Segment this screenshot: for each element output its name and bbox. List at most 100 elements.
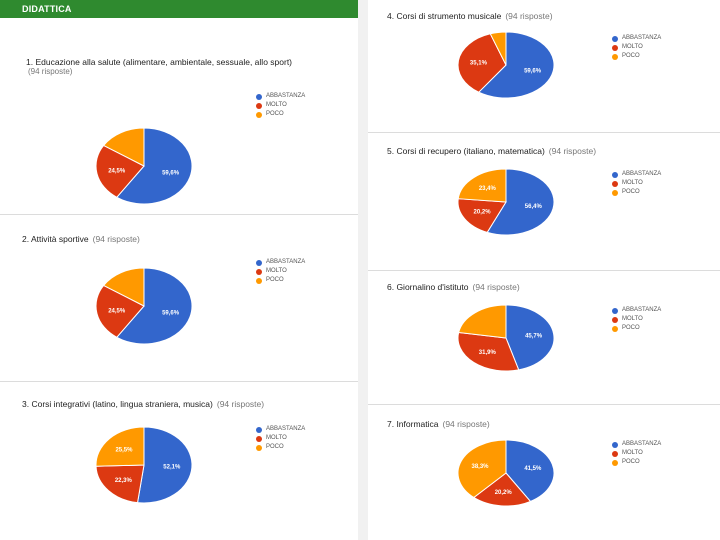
slice-label: 24,5% <box>108 168 126 174</box>
legend-label: MOLTO <box>622 180 643 186</box>
slice-label: 59,6% <box>162 171 180 177</box>
response-count: (94 risposte) <box>472 282 520 292</box>
pie-chart: 52,1% 22,3% 25,5% <box>95 426 193 504</box>
question-text: 5. Corsi di recupero (italiano, matemati… <box>387 146 545 156</box>
slice-label: 45,7% <box>525 333 543 339</box>
legend: ABBASTANZA MOLTO POCO <box>612 34 661 61</box>
slice-label: 24,5% <box>108 308 126 314</box>
legend: ABBASTANZA MOLTO POCO <box>612 306 661 333</box>
slice-label: 31,9% <box>479 350 497 356</box>
pie-slice-poco <box>95 426 145 467</box>
response-count: (94 risposte) <box>28 67 73 76</box>
legend: ABBASTANZA MOLTO POCO <box>256 92 305 119</box>
chart-panel-2: 2. Attività sportive (94 risposte) 59,6% 2… <box>0 214 358 382</box>
legend-label: ABBASTANZA <box>266 259 306 265</box>
pie-slice-molto <box>457 331 520 372</box>
legend-label: POCO <box>266 444 284 450</box>
legend-label: ABBASTANZA <box>622 171 662 177</box>
legend-label: POCO <box>622 53 640 59</box>
slice-label: 59,6% <box>524 69 542 75</box>
legend-swatch <box>612 450 618 457</box>
panel-title: 6. Giornalino d'istituto (94 risposte) <box>387 282 520 292</box>
pie-slice-abbastanza <box>486 168 555 236</box>
legend-item: MOLTO <box>256 267 305 276</box>
legend-item: POCO <box>256 276 305 285</box>
legend-label: ABBASTANZA <box>266 426 306 432</box>
legend-swatch <box>612 325 618 332</box>
pie-slice-abbastanza <box>505 439 555 503</box>
legend-item: POCO <box>612 188 661 197</box>
legend-label: POCO <box>266 111 284 117</box>
legend-item: ABBASTANZA <box>612 306 661 315</box>
legend-swatch <box>612 189 618 196</box>
legend-swatch <box>612 180 618 187</box>
right-column: 4. Corsi di strumento musicale (94 rispos… <box>368 0 720 540</box>
legend-item: POCO <box>612 52 661 61</box>
panel-title: 5. Corsi di recupero (italiano, matemati… <box>387 146 596 156</box>
panel-title: 3. Corsi integrativi (latino, lingua str… <box>22 399 264 409</box>
question-text: 6. Giornalino d'istituto <box>387 282 469 292</box>
legend-item: ABBASTANZA <box>256 425 305 434</box>
slice-label: 52,1% <box>163 464 181 470</box>
legend-label: POCO <box>622 189 640 195</box>
legend-item: POCO <box>256 443 305 452</box>
response-count: (94 risposte) <box>442 419 490 429</box>
legend-item: ABBASTANZA <box>256 92 305 101</box>
slice-label: 41,5% <box>524 466 542 472</box>
legend-swatch <box>256 111 262 118</box>
legend-swatch <box>612 441 618 448</box>
panel-title: 2. Attività sportive (94 risposte) <box>22 234 140 244</box>
legend-item: MOLTO <box>612 43 661 52</box>
chart-panel-4: 4. Corsi di strumento musicale (94 rispos… <box>368 0 720 133</box>
slice-label: 59,6% <box>162 311 180 317</box>
slice-label: 35,1% <box>470 60 488 66</box>
legend-swatch <box>256 93 262 100</box>
legend-item: MOLTO <box>612 449 661 458</box>
slice-label: 20,2% <box>474 210 492 216</box>
question-text: 4. Corsi di strumento musicale <box>387 11 502 21</box>
slice-label: 38,3% <box>472 464 490 470</box>
pie-slice-abbastanza <box>477 31 555 99</box>
legend-swatch <box>612 44 618 51</box>
question-text: 7. Informatica <box>387 419 439 429</box>
pie-slice-molto <box>457 198 507 233</box>
legend-label: MOLTO <box>622 44 643 50</box>
slice-label: 23,4% <box>479 186 497 192</box>
legend-swatch <box>612 316 618 323</box>
pie-slice-poco <box>457 439 507 499</box>
chart-panel-3: 3. Corsi integrativi (latino, lingua str… <box>0 381 358 540</box>
slice-label: 56,4% <box>525 204 543 210</box>
pie-chart: 59,6% 24,5% <box>95 267 193 345</box>
pie-chart: 56,4% 20,2% 23,4% <box>457 168 555 236</box>
panel-title: 1. Educazione alla salute (alimentare, a… <box>26 57 292 67</box>
legend-item: ABBASTANZA <box>612 440 661 449</box>
legend-label: POCO <box>266 277 284 283</box>
pie-slice-poco <box>489 31 507 66</box>
left-column: DIDATTICA 1. Educazione alla salute (ali… <box>0 0 362 540</box>
legend-label: MOLTO <box>622 316 643 322</box>
legend-label: ABBASTANZA <box>622 307 662 313</box>
response-count: (94 risposte) <box>92 234 140 244</box>
panel-title: 4. Corsi di strumento musicale (94 rispos… <box>387 11 553 21</box>
chart-panel-7: 7. Informatica (94 risposte) 41,5% 20,2% 38… <box>368 404 720 540</box>
slice-label: 22,3% <box>115 478 133 484</box>
legend-item: POCO <box>612 458 661 467</box>
response-count: (94 risposte) <box>505 11 553 21</box>
pie-chart: 59,6% 35,1% <box>457 31 555 99</box>
legend-label: ABBASTANZA <box>622 441 662 447</box>
legend-label: ABBASTANZA <box>622 35 662 41</box>
question-text: 2. Attività sportive <box>22 234 89 244</box>
pie-slice-poco <box>457 168 507 203</box>
legend-swatch <box>256 444 262 451</box>
question-text: 3. Corsi integrativi (latino, lingua str… <box>22 399 213 409</box>
legend-item: POCO <box>612 324 661 333</box>
chart-panel-1: 1. Educazione alla salute (alimentare, a… <box>0 30 358 215</box>
section-header: DIDATTICA <box>0 0 362 18</box>
pie-slice-molto <box>457 33 507 93</box>
legend-swatch <box>256 268 262 275</box>
legend: ABBASTANZA MOLTO POCO <box>612 440 661 467</box>
legend-item: MOLTO <box>612 179 661 188</box>
chart-panel-6: 6. Giornalino d'istituto (94 risposte) 45… <box>368 270 720 405</box>
pie-slice-poco <box>102 127 145 167</box>
legend-swatch <box>612 307 618 314</box>
